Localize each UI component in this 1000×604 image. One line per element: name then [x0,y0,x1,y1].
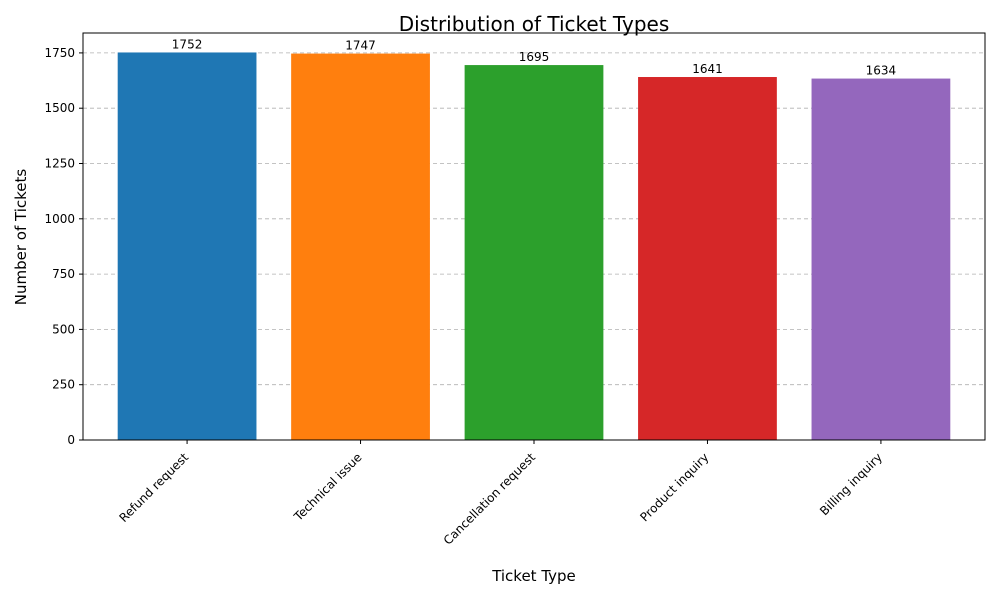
bar-value-label: 1634 [866,64,897,78]
bar [811,78,951,440]
y-tick-label: 1250 [44,157,75,171]
x-tick-label: Technical issue [291,450,365,524]
bar [638,77,777,440]
x-axis-ticks: Refund request Technical issue Cancellatio… [116,440,885,548]
x-tick-label: Product inquiry [637,450,711,524]
bar-value-label: 1695 [519,50,550,64]
y-tick-label: 250 [52,378,75,392]
bar-value-label: 1747 [345,39,376,53]
bars-layer [117,52,951,441]
y-axis-label: Number of Tickets [12,169,30,306]
y-tick-label: 750 [52,267,75,281]
y-axis-ticks: 0 250 500 750 1000 1250 1500 1750 [44,46,83,447]
x-tick-label: Billing inquiry [817,450,885,518]
y-tick-label: 0 [67,433,75,447]
y-tick-label: 500 [52,322,75,336]
bar [291,53,430,440]
bar [464,65,604,441]
chart-title: Distribution of Ticket Types [399,12,670,36]
data-labels-layer: 1752 1747 1695 1641 1634 [172,37,896,77]
y-tick-label: 1000 [44,212,75,226]
bar-value-label: 1752 [172,37,203,51]
y-tick-label: 1500 [44,101,75,115]
y-tick-label: 1750 [44,46,75,60]
x-tick-label: Cancellation request [441,450,539,548]
bar-value-label: 1641 [692,62,723,76]
bar [117,52,257,441]
x-axis-label: Ticket Type [491,567,576,585]
x-tick-label: Refund request [116,450,191,525]
